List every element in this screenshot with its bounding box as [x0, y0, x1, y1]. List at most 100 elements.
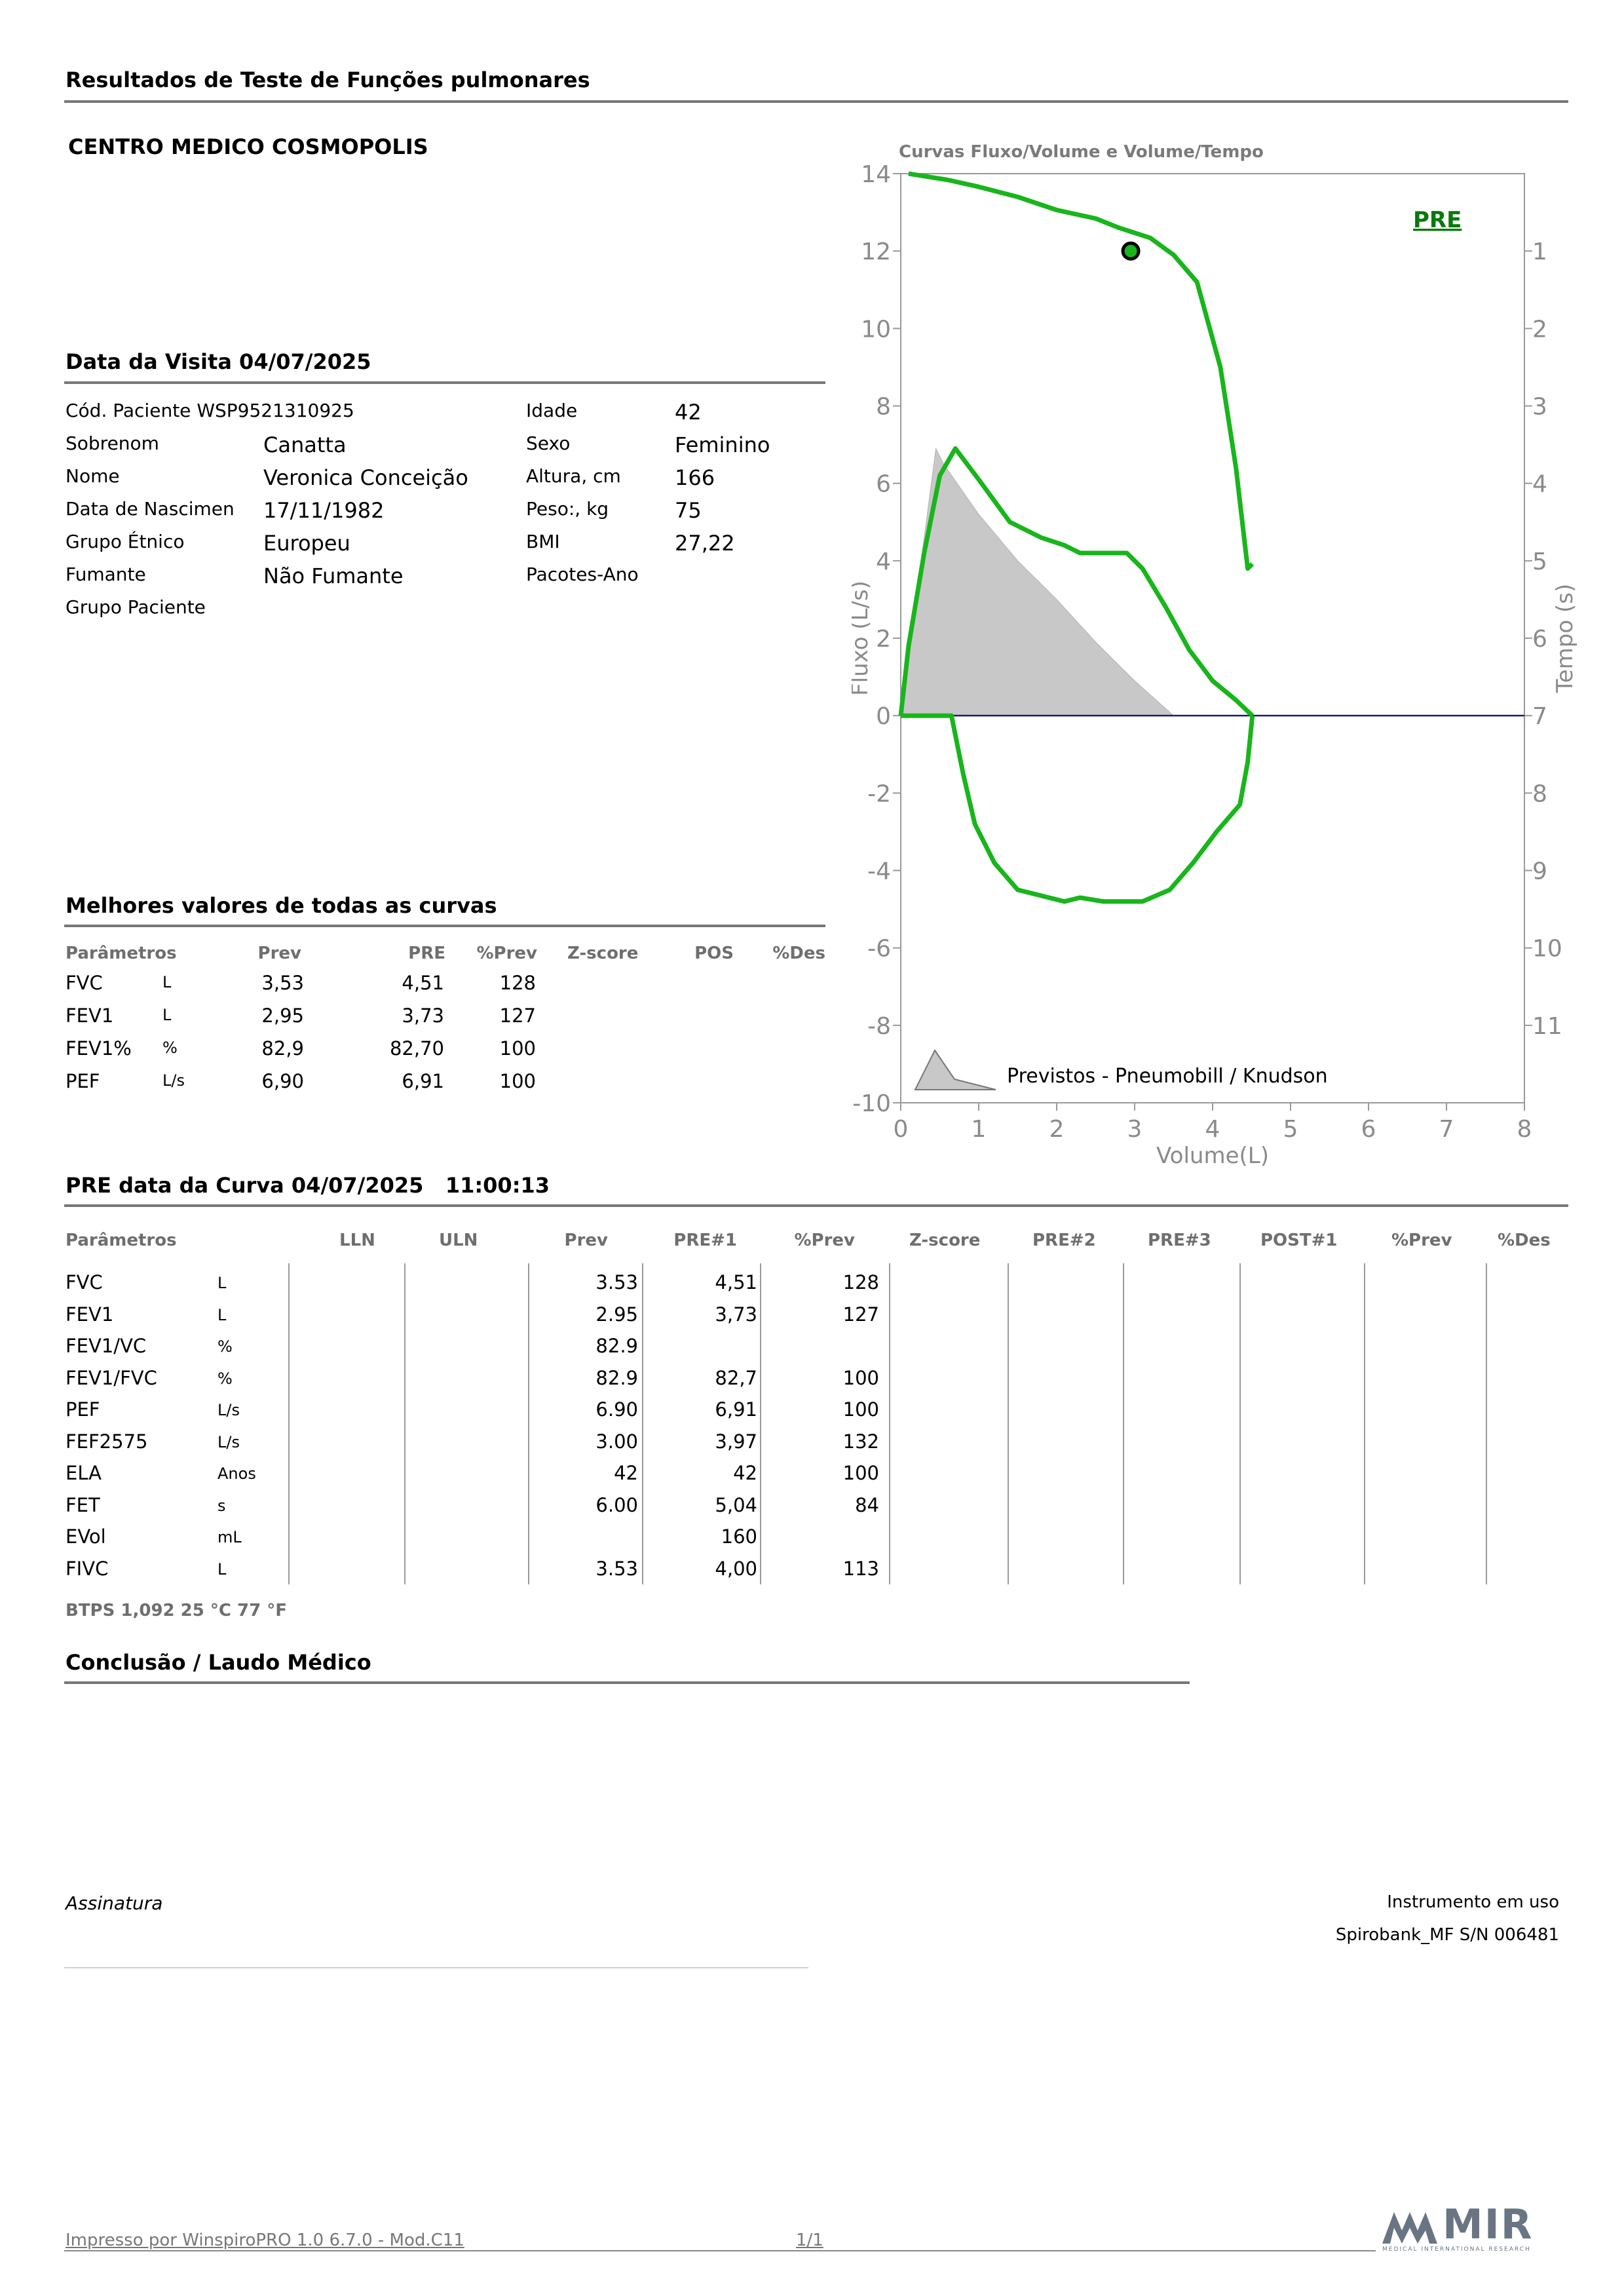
curve-pctprev: 100: [842, 1398, 879, 1421]
y2-tick-label: 4: [1532, 471, 1547, 498]
signature-label: Assinatura: [66, 1892, 163, 1914]
y-tick-label: -8: [867, 1013, 891, 1040]
best-prev: 2,95: [261, 1004, 304, 1027]
curve-param: FEV1: [66, 1303, 114, 1326]
y2-tick-label: 11: [1532, 1013, 1562, 1040]
curve-col-pre3: PRE#3: [1148, 1231, 1211, 1250]
curve-pre1: 3,73: [715, 1303, 757, 1326]
curve-param: FEV1/VC: [66, 1335, 147, 1357]
curve-col-lln: LLN: [339, 1231, 375, 1250]
curve-prev: 6.00: [595, 1493, 638, 1516]
y2-tick-label: 8: [1532, 780, 1547, 807]
sex-label: Sexo: [526, 432, 571, 454]
col-separator: [1486, 1263, 1487, 1584]
age-label: Idade: [526, 400, 578, 421]
curve-pre1: 3,97: [715, 1430, 757, 1453]
curve-prev: 6.90: [595, 1398, 638, 1421]
curve-pre1: 5,04: [715, 1493, 757, 1516]
x-tick-label: 5: [1283, 1116, 1298, 1143]
x-tick-label: 1: [972, 1116, 987, 1143]
curve-divider: [64, 1204, 1568, 1207]
birth-value: 17/11/1982: [263, 498, 385, 523]
col-separator: [642, 1263, 643, 1584]
y-tick-label: 6: [876, 471, 891, 498]
curve-pre1: 6,91: [715, 1398, 757, 1421]
curve-unit: mL: [217, 1528, 242, 1546]
legend-label: Previstos - Pneumobill / Knudson: [1007, 1065, 1328, 1088]
curve-prev: 2.95: [595, 1303, 638, 1326]
y2-tick-label: 10: [1532, 936, 1562, 963]
printed-by: Impresso por WinspiroPRO 1.0 6.7.0 - Mod…: [66, 2230, 464, 2250]
curve-col-pctprev2: %Prev: [1391, 1231, 1452, 1250]
curve-col-uln: ULN: [439, 1231, 478, 1250]
curve-col-pctdes: %Des: [1498, 1231, 1551, 1250]
birth-label: Data de Nascimen: [66, 498, 235, 520]
best-prev: 6,90: [261, 1070, 304, 1092]
curve-pctprev: 84: [855, 1493, 879, 1516]
curve-col-pctprev: %Prev: [794, 1231, 855, 1250]
col-separator: [528, 1263, 529, 1584]
curve-title: PRE data da Curva 04/07/2025 11:00:13: [66, 1173, 550, 1198]
best-unit: L: [162, 1006, 172, 1024]
curve-col-post1: POST#1: [1260, 1231, 1338, 1250]
header-divider: [64, 100, 1568, 103]
surname-label: Sobrenom: [66, 432, 159, 454]
curve-pctprev: 100: [842, 1366, 879, 1389]
y2-tick-label: 3: [1532, 394, 1547, 421]
curve-col-prev: Prev: [564, 1231, 608, 1250]
curve-pctprev: 132: [842, 1430, 879, 1453]
height-value: 166: [675, 465, 715, 490]
curve-unit: L: [217, 1274, 227, 1292]
curve-unit: %: [217, 1369, 233, 1388]
y2-tick-label: 7: [1532, 703, 1547, 730]
curve-prev: 42: [614, 1462, 638, 1484]
flow-volume-chart: Curvas Fluxo/Volume e Volume/Tempo141210…: [852, 142, 1578, 1169]
curve-param: FET: [66, 1493, 100, 1516]
y-axis-label: Fluxo (L/s): [852, 581, 873, 696]
best-pctprev: 100: [499, 1070, 536, 1092]
series-label: PRE: [1413, 207, 1462, 233]
curve-unit: %: [217, 1337, 233, 1356]
curve-param: PEF: [66, 1398, 100, 1421]
mir-logo-text: MIR: [1443, 2200, 1534, 2248]
col-separator: [1364, 1263, 1365, 1584]
best-pctprev: 100: [499, 1037, 536, 1060]
best-col-param: Parâmetros: [66, 944, 177, 963]
x-tick-label: 4: [1205, 1116, 1220, 1143]
curve-col-param: Parâmetros: [66, 1231, 177, 1250]
visit-divider: [64, 381, 825, 384]
height-label: Altura, cm: [526, 465, 621, 487]
x-tick-label: 6: [1361, 1116, 1376, 1143]
fev1-marker: [1121, 241, 1141, 261]
inspiratory-curve: [901, 713, 1255, 904]
y-tick-label: 0: [876, 703, 891, 730]
curve-param: FEF2575: [66, 1430, 148, 1453]
y-tick-label: -10: [852, 1090, 891, 1117]
curve-col-pre1: PRE#1: [673, 1231, 737, 1250]
curve-unit: L: [217, 1305, 227, 1324]
x-tick-label: 0: [894, 1116, 909, 1143]
legend-predicted-icon: [914, 1049, 996, 1090]
y-tick-label: 12: [861, 239, 891, 265]
curve-pre1: 82,7: [715, 1366, 757, 1389]
curve-unit: L: [217, 1559, 227, 1578]
instrument-value: Spirobank_MF S/N 006481: [1335, 1925, 1559, 1945]
curve-pctprev: 113: [842, 1557, 879, 1580]
surname-value: Canatta: [263, 432, 347, 457]
age-value: 42: [675, 400, 702, 425]
best-col-prev: Prev: [257, 944, 301, 963]
y-tick-label: -4: [867, 858, 891, 885]
ethnic-label: Grupo Étnico: [66, 531, 185, 552]
col-separator: [889, 1263, 890, 1584]
curve-prev: 3.53: [595, 1557, 638, 1580]
y-tick-label: -2: [867, 780, 891, 807]
bmi-label: BMI: [526, 531, 560, 552]
sex-value: Feminino: [675, 432, 770, 457]
conclusion-title: Conclusão / Laudo Médico: [66, 1650, 371, 1675]
col-separator: [760, 1263, 761, 1584]
curve-param: ELA: [66, 1462, 102, 1484]
signature-line: [64, 1967, 808, 1968]
bmi-value: 27,22: [675, 531, 735, 556]
curve-unit: Anos: [217, 1464, 256, 1483]
instrument-label: Instrumento em uso: [1387, 1892, 1559, 1912]
